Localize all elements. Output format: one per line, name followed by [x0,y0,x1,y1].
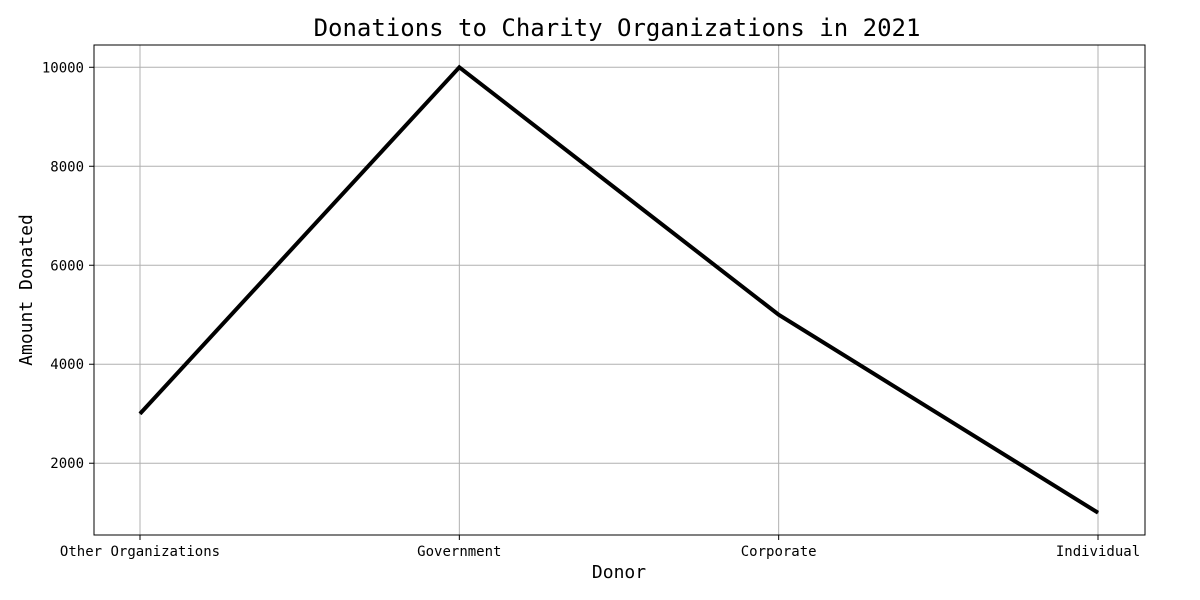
y-tick-label: 2000 [50,456,84,472]
plot-frame [93,44,1146,536]
data-point [458,66,460,68]
grid [94,45,1145,535]
y-tick-label: 6000 [50,258,84,274]
series-layer [138,64,1100,515]
y-axis-label: Amount Donated [16,214,37,366]
y-tick-label: 10000 [42,60,84,76]
x-axis-label: Donor [592,562,646,583]
y-axis: 2000 4000 6000 8000 10000 [42,60,94,472]
data-point [139,413,141,415]
x-tick-label: Other Organizations [60,544,220,560]
series-line [138,64,1100,515]
y-tick-label: 8000 [50,159,84,175]
x-tick-label: Individual [1056,544,1140,560]
data-point [778,314,780,316]
x-axis: Other Organizations Government Corporate In… [60,535,1140,560]
x-tick-label: Corporate [741,544,817,560]
chart-title: Donations to Charity Organizations in 20… [314,14,921,42]
x-tick-label: Government [417,544,501,560]
y-tick-label: 4000 [50,357,84,373]
data-point [1097,512,1099,514]
